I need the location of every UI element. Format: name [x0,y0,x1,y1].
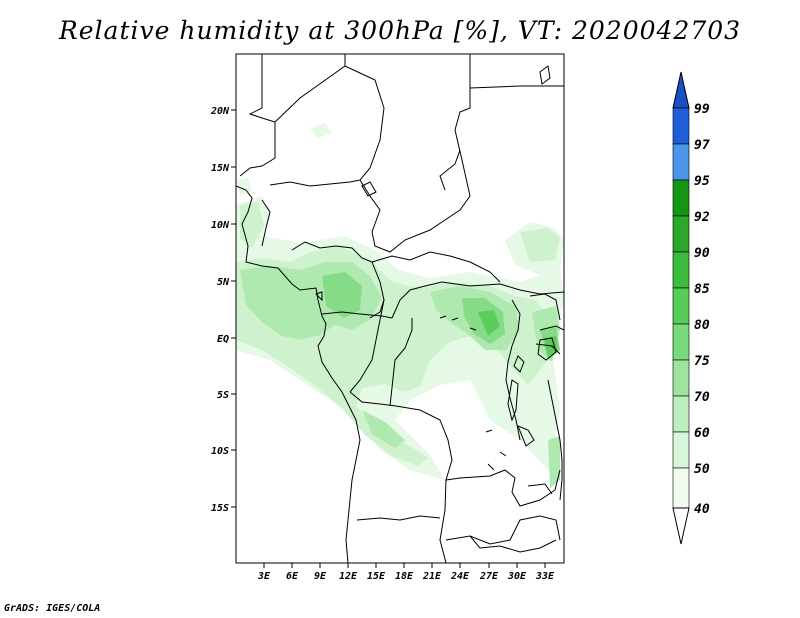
chart-title: Relative humidity at 300hPa [%], VT: 202… [58,16,742,45]
colorbar-bottom-arrow [672,507,690,545]
colorbar-bin-75-80 [672,323,690,361]
lat-label-15s: 15S [211,503,229,514]
lon-label-15e: 15E [367,571,386,582]
colorbar-bin-50-60 [672,431,690,469]
lon-label-9e: 9E [314,571,327,582]
lon-label-6e: 6E [286,571,299,582]
colorbar: 99 97 95 92 90 85 80 75 70 60 50 40 [672,71,710,545]
colorbar-label-97: 97 [694,138,710,153]
lon-label-30e: 30E [507,571,527,582]
colorbar-bin-80-85 [672,287,690,325]
colorbar-top-arrow [672,71,690,109]
lat-label-10n: 10N [211,220,230,231]
colorbar-bin-70-75 [672,359,690,397]
lat-label-5n: 5N [217,277,230,288]
lat-label-eq: EQ [217,334,229,345]
colorbar-bin-60-70 [672,395,690,433]
lat-label-15n: 15N [211,163,230,174]
colorbar-label-90: 90 [694,246,710,261]
colorbar-bin-92-95 [672,179,690,217]
lon-label-18e: 18E [395,571,414,582]
humidity-field [236,123,564,488]
colorbar-bin-95-97 [672,143,690,181]
colorbar-label-40: 40 [694,502,710,517]
longitude-axis [263,563,546,568]
colorbar-bin-97-99 [672,107,690,145]
colorbar-label-95: 95 [694,174,710,189]
lon-label-33e: 33E [535,571,555,582]
colorbar-bin-90-92 [672,215,690,253]
colorbar-label-92: 92 [694,210,710,225]
lon-label-27e: 27E [479,571,499,582]
lat-label-10s: 10S [211,446,229,457]
lon-label-21e: 21E [422,571,442,582]
grads-credit: GrADS: IGES/COLA [4,603,101,614]
colorbar-label-80: 80 [694,318,710,333]
latitude-axis [231,109,236,508]
coastlines-borders [236,54,564,563]
lon-label-24e: 24E [450,571,470,582]
map-frame [235,53,565,564]
colorbar-bin-40-50 [672,467,690,509]
colorbar-label-75: 75 [694,354,710,369]
lat-label-20n: 20N [210,106,230,117]
colorbar-label-60: 60 [694,426,710,441]
lon-label-3e: 3E [257,571,271,582]
lon-label-12e: 12E [339,571,358,582]
colorbar-bin-85-90 [672,251,690,289]
lat-label-5s: 5S [217,390,229,401]
colorbar-label-99: 99 [694,102,710,117]
colorbar-label-70: 70 [694,390,710,405]
colorbar-label-50: 50 [694,462,710,477]
colorbar-label-85: 85 [694,282,710,297]
